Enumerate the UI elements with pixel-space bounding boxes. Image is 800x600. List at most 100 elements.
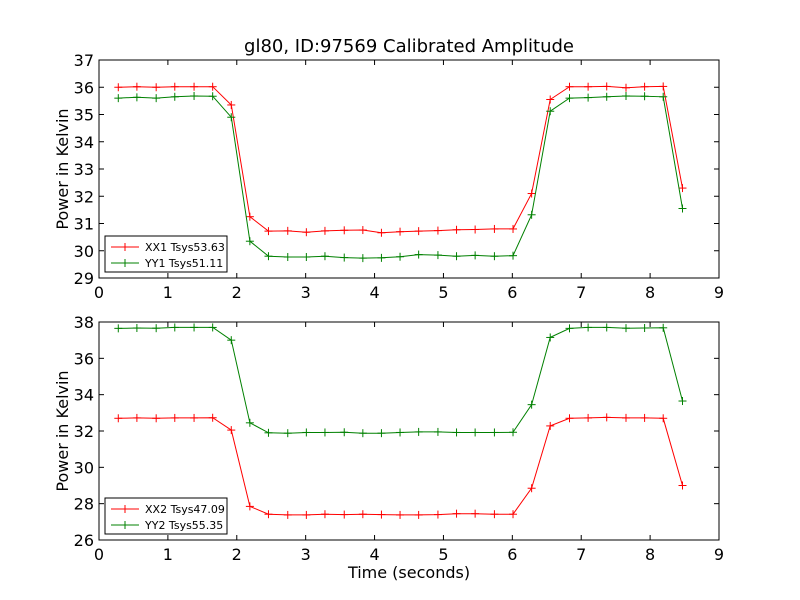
data-point <box>659 92 668 101</box>
y-tick-label: 37 <box>74 51 94 70</box>
data-point <box>490 252 499 261</box>
legend-item: YY2 Tsys55.35 <box>111 519 223 532</box>
x-tick-label: 4 <box>369 545 379 564</box>
y-tick-label: 38 <box>74 313 94 332</box>
x-tick-label: 0 <box>94 545 104 564</box>
x-tick-label: 5 <box>438 283 448 302</box>
data-point <box>114 83 123 92</box>
y-tick-label: 32 <box>74 422 94 441</box>
x-tick-label: 3 <box>301 283 311 302</box>
data-point <box>320 428 329 437</box>
data-point <box>546 421 555 430</box>
data-point <box>358 226 367 235</box>
x-tick-label: 0 <box>94 283 104 302</box>
data-point <box>170 92 179 101</box>
data-point <box>490 428 499 437</box>
legend-item: XX2 Tsys47.09 <box>111 503 225 516</box>
data-point <box>396 252 405 261</box>
x-tick-label: 7 <box>576 283 586 302</box>
data-point <box>227 336 236 345</box>
data-point <box>377 253 386 262</box>
data-point <box>452 225 461 234</box>
data-point <box>170 82 179 91</box>
y-tick-label: 36 <box>74 349 94 368</box>
y-tick-label: 26 <box>74 531 94 550</box>
data-point <box>527 210 536 219</box>
y-tick-label: 30 <box>74 242 94 261</box>
y-tick-label: 29 <box>74 269 94 288</box>
data-point <box>678 481 687 490</box>
x-tick-label: 1 <box>163 283 173 302</box>
y-tick-label: 34 <box>74 133 94 152</box>
chart-title: gl80, ID:97569 Calibrated Amplitude <box>244 36 574 57</box>
data-point <box>414 227 423 236</box>
data-point <box>283 226 292 235</box>
data-point <box>340 510 349 519</box>
data-point <box>678 184 687 193</box>
x-tick-label: 9 <box>714 283 724 302</box>
data-point <box>452 252 461 261</box>
y-tick-label: 33 <box>74 160 94 179</box>
y-tick-label: 34 <box>74 386 94 405</box>
data-point <box>602 413 611 422</box>
data-point <box>264 510 273 519</box>
data-point <box>509 428 518 437</box>
data-point <box>283 429 292 438</box>
data-point <box>302 228 311 237</box>
x-tick-label: 6 <box>507 283 517 302</box>
data-point <box>340 253 349 262</box>
data-point <box>358 510 367 519</box>
x-axis-label: Time (seconds) <box>347 563 470 582</box>
data-point <box>208 323 217 332</box>
data-point <box>565 414 574 423</box>
data-point <box>320 510 329 519</box>
y-tick-label: 31 <box>74 215 94 234</box>
data-point <box>565 324 574 333</box>
data-point <box>527 189 536 198</box>
data-point <box>264 227 273 236</box>
x-tick-label: 1 <box>163 545 173 564</box>
data-point <box>132 413 141 422</box>
data-point <box>302 510 311 519</box>
data-point <box>471 225 480 234</box>
data-point <box>170 413 179 422</box>
x-tick-label: 3 <box>301 545 311 564</box>
data-point <box>584 93 593 102</box>
x-tick-label: 8 <box>645 545 655 564</box>
data-point <box>546 107 555 116</box>
data-point <box>509 224 518 233</box>
data-point <box>527 400 536 409</box>
data-point <box>152 83 161 92</box>
data-point <box>245 502 254 511</box>
data-point <box>396 227 405 236</box>
data-point <box>114 324 123 333</box>
data-point <box>377 510 386 519</box>
x-tick-label: 7 <box>576 545 586 564</box>
data-point <box>471 509 480 518</box>
data-point <box>340 226 349 235</box>
y-tick-label: 36 <box>74 78 94 97</box>
legend-label: XX1 Tsys53.63 <box>145 241 225 254</box>
data-point <box>546 333 555 342</box>
data-point <box>190 413 199 422</box>
data-point <box>659 414 668 423</box>
data-point <box>584 323 593 332</box>
data-point <box>227 426 236 435</box>
data-point <box>152 94 161 103</box>
data-point <box>302 428 311 437</box>
y-tick-label: 30 <box>74 458 94 477</box>
data-point <box>208 92 217 101</box>
x-tick-label: 8 <box>645 283 655 302</box>
data-point <box>640 323 649 332</box>
data-point <box>340 428 349 437</box>
data-point <box>433 226 442 235</box>
legend: XX2 Tsys47.09 YY2 Tsys55.35 <box>104 497 228 535</box>
data-point <box>640 82 649 91</box>
data-point <box>509 251 518 260</box>
data-point <box>584 413 593 422</box>
data-point <box>452 509 461 518</box>
data-point <box>490 224 499 233</box>
data-point <box>602 82 611 91</box>
